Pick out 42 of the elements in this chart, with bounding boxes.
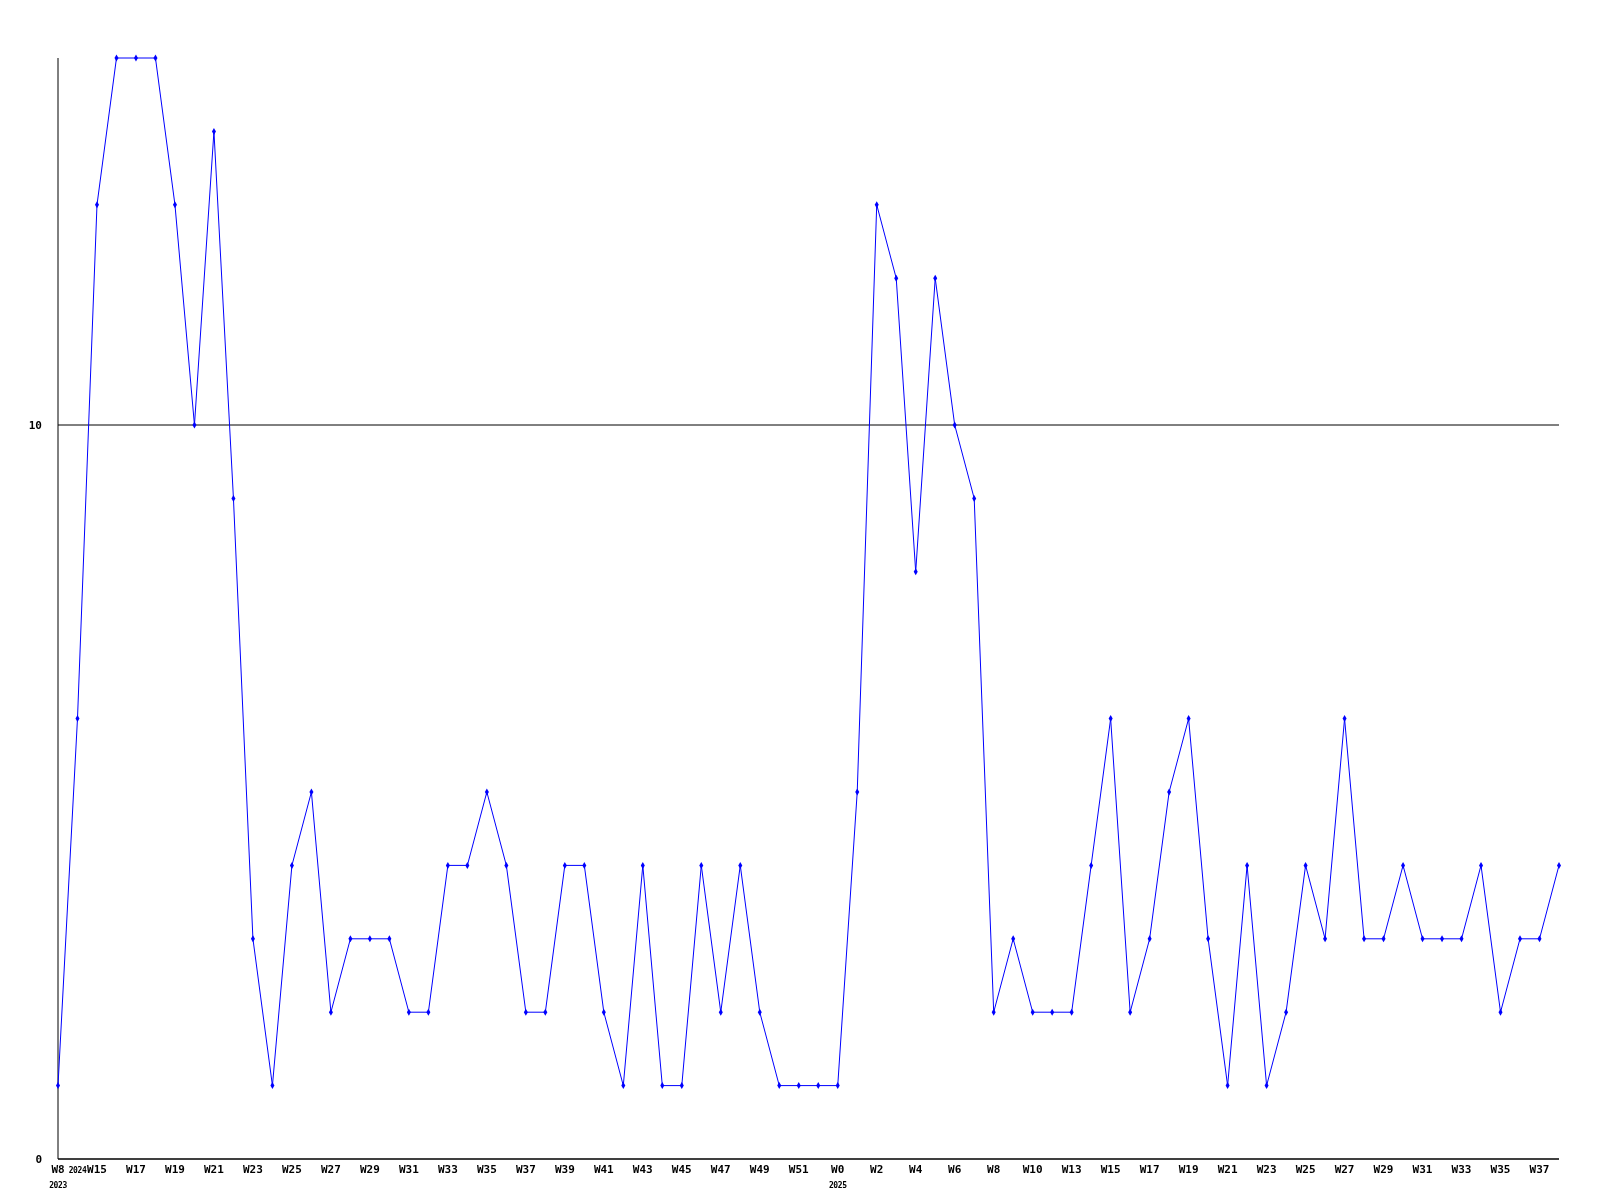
x-tick-label: W33 (1451, 1163, 1472, 1176)
x-tick-label: W21 (204, 1163, 225, 1176)
x-tick-label: 2024 (68, 1166, 87, 1175)
x-tick-label: W4 (909, 1163, 923, 1176)
x-tick-label: W25 (1295, 1163, 1316, 1176)
x-tick-label: W23 (243, 1163, 263, 1176)
x-tick-label: W39 (554, 1163, 575, 1176)
x-tick-label: W21 (1217, 1163, 1238, 1176)
x-tick-label: W29 (1373, 1163, 1394, 1176)
x-tick-label: W19 (1178, 1163, 1199, 1176)
x-tick-label: W51 (788, 1163, 810, 1176)
x-tick-label: W15 (87, 1163, 107, 1176)
x-tick-label: W15 (1100, 1163, 1121, 1176)
x-tick-label: W8 (987, 1163, 1001, 1176)
x-tick-label: W23 (1256, 1163, 1277, 1176)
x-tick-label: W6 (948, 1163, 962, 1176)
x-tick-label: W31 (1412, 1163, 1433, 1176)
x-tick-label: W43 (632, 1163, 653, 1176)
x-tick-label: W10 (1022, 1163, 1043, 1176)
x-tick-label: W25 (281, 1163, 302, 1176)
x-tick-label: W8 2023 (49, 1163, 68, 1190)
x-tick-label: W33 (437, 1163, 458, 1176)
x-tick-label: W19 (165, 1163, 185, 1176)
y-tick-label: 10 (28, 419, 42, 432)
x-tick-label: W27 (1334, 1163, 1355, 1176)
x-tick-label: W49 (749, 1163, 770, 1176)
x-tick-label: W37 (515, 1163, 536, 1176)
x-tick-label: W17 (1139, 1163, 1160, 1176)
x-tick-label: W27 (320, 1163, 341, 1176)
x-tick-label: W0 2025 (828, 1163, 848, 1190)
x-tick-label: W17 (126, 1163, 146, 1176)
x-tick-label: W47 (710, 1163, 731, 1176)
x-tick-label: W35 (476, 1163, 497, 1176)
x-tick-label: W41 (593, 1163, 615, 1176)
x-tick-label: W31 (398, 1163, 420, 1176)
x-tick-label: W2 (870, 1163, 884, 1176)
y-tick-label: 0 (35, 1153, 42, 1166)
x-tick-label: W13 (1061, 1163, 1082, 1176)
x-tick-label: W37 (1529, 1163, 1550, 1176)
x-tick-label: W29 (359, 1163, 380, 1176)
x-tick-label: W35 (1490, 1163, 1511, 1176)
x-tick-label: W45 (671, 1163, 692, 1176)
